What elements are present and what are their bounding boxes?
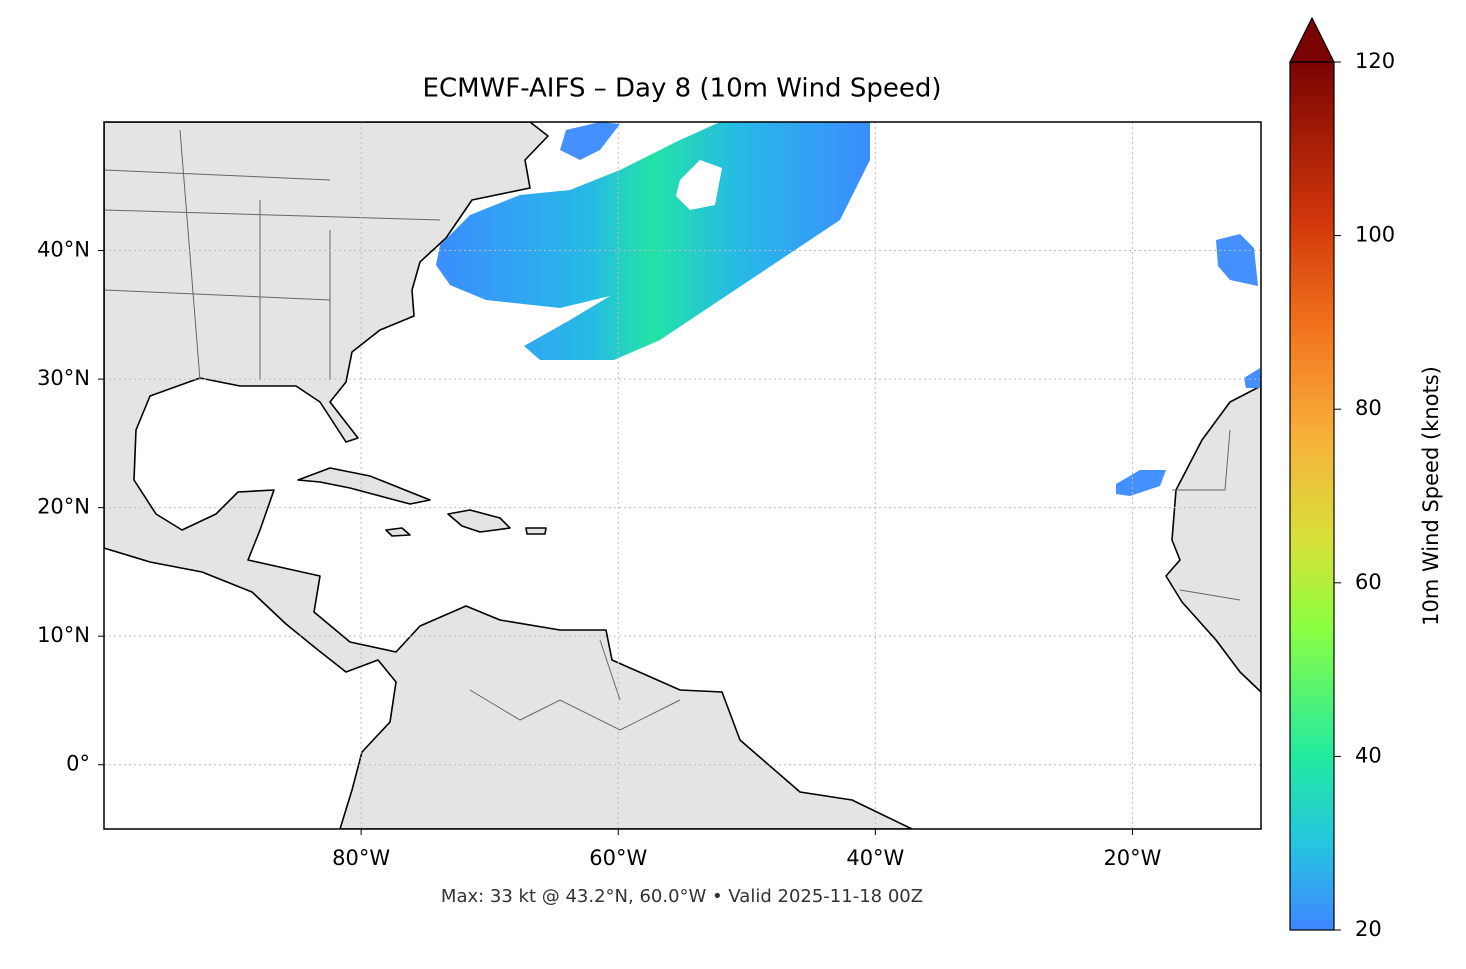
y-tick-label: 20°N bbox=[37, 495, 90, 519]
wind-patch bbox=[560, 122, 620, 160]
x-tick-label: 40°W bbox=[846, 846, 904, 870]
colorbar-tick-label: 20 bbox=[1355, 917, 1382, 941]
colorbar-tick-label: 40 bbox=[1355, 743, 1382, 767]
colorbar-tick-label: 60 bbox=[1355, 570, 1382, 594]
borders bbox=[104, 129, 1241, 731]
y-tick-label: 30°N bbox=[37, 366, 90, 390]
wind-swath bbox=[436, 122, 870, 360]
y-tick-label: 0° bbox=[66, 752, 90, 776]
y-tick-label: 40°N bbox=[37, 238, 90, 262]
colorbar-label: 10m Wind Speed (knots) bbox=[1419, 366, 1443, 626]
colorbar bbox=[1290, 62, 1334, 930]
africa bbox=[1165, 385, 1261, 693]
cuba bbox=[297, 467, 431, 505]
x-tick-label: 60°W bbox=[589, 846, 647, 870]
puerto-rico bbox=[525, 527, 547, 535]
wind-patch bbox=[1216, 234, 1258, 286]
x-tick-label: 20°W bbox=[1103, 846, 1161, 870]
y-tick-label: 10°N bbox=[37, 623, 90, 647]
colorbar-frame bbox=[1289, 61, 1335, 931]
wind-patch bbox=[1244, 368, 1261, 388]
colorbar-tick-label: 100 bbox=[1355, 223, 1395, 247]
hispaniola bbox=[447, 509, 511, 533]
jamaica bbox=[385, 527, 411, 537]
colorbar-tick-label: 80 bbox=[1355, 396, 1382, 420]
map-title: ECMWF-AIFS – Day 8 (10m Wind Speed) bbox=[423, 74, 942, 104]
map-annotation: Max: 33 kt @ 43.2°N, 60.0°W • Valid 2025… bbox=[441, 886, 923, 907]
x-tick-label: 80°W bbox=[332, 846, 390, 870]
map-frame bbox=[103, 121, 1262, 830]
colorbar-extend bbox=[1289, 16, 1335, 63]
wind-gap bbox=[676, 160, 722, 210]
wind-patch bbox=[1116, 470, 1166, 496]
colorbar-tick-label: 120 bbox=[1355, 49, 1395, 73]
map-area bbox=[104, 122, 1261, 829]
